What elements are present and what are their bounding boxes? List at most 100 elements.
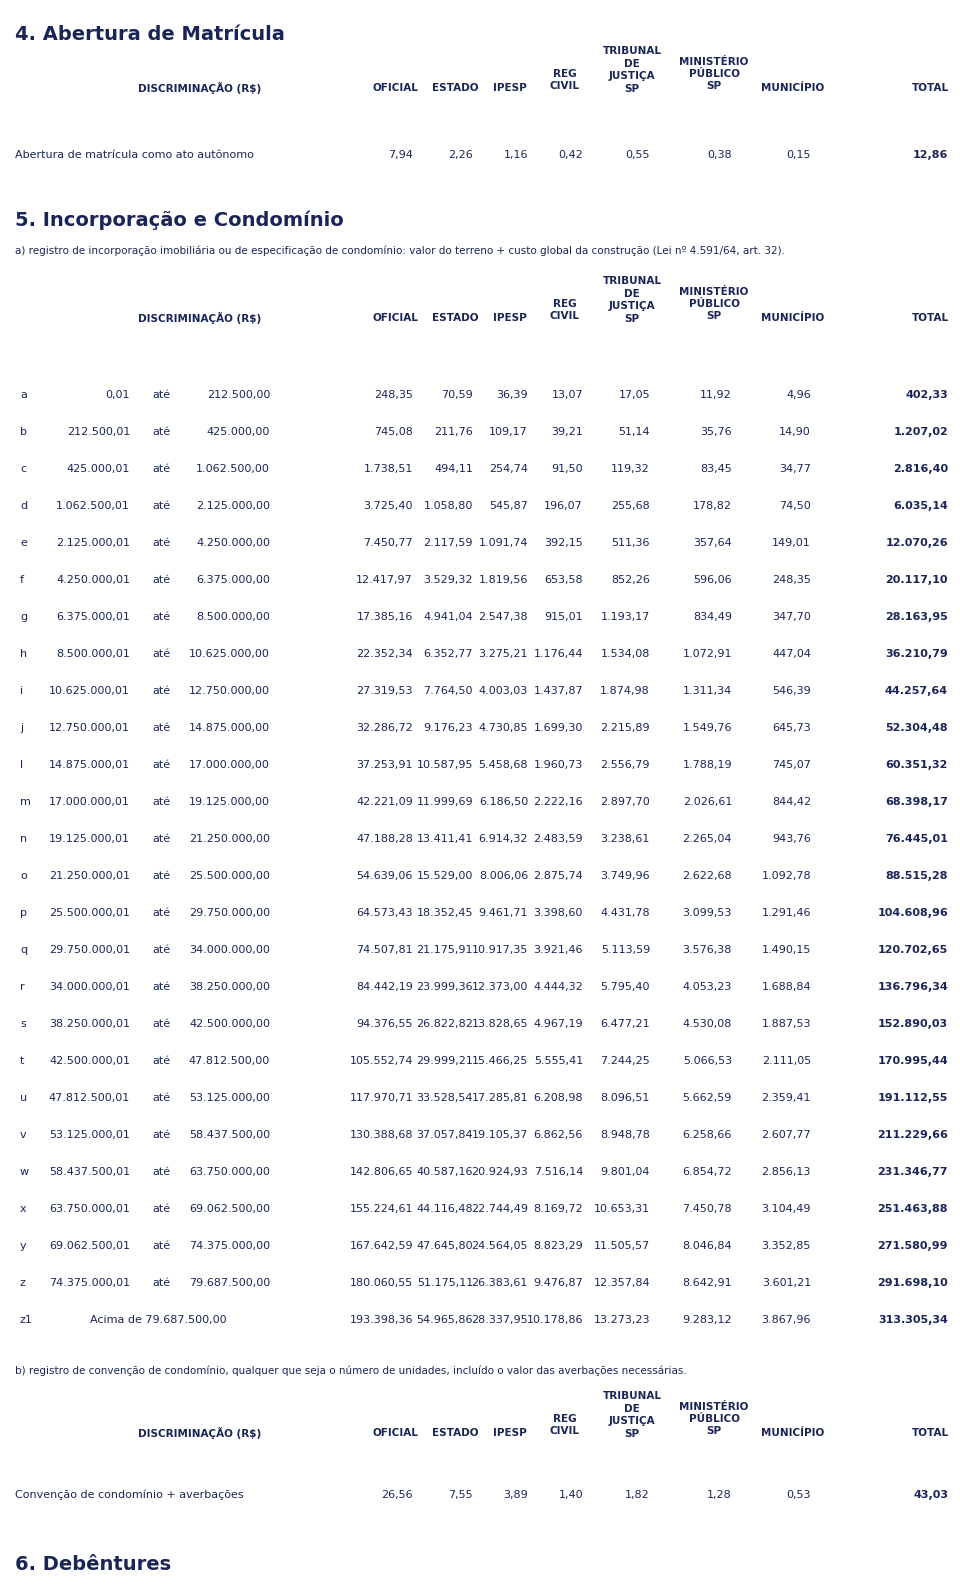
Text: 392,15: 392,15 xyxy=(544,539,583,548)
Text: até: até xyxy=(152,539,170,548)
Text: 3.104,49: 3.104,49 xyxy=(761,1204,811,1214)
Text: 24.564,05: 24.564,05 xyxy=(471,1241,528,1251)
Text: 193.398,36: 193.398,36 xyxy=(349,1316,413,1325)
Text: 29.750.000,01: 29.750.000,01 xyxy=(49,945,130,955)
Text: z1: z1 xyxy=(20,1316,33,1325)
Text: 4.431,78: 4.431,78 xyxy=(600,907,650,918)
Text: 130.388,68: 130.388,68 xyxy=(349,1130,413,1139)
Text: 347,70: 347,70 xyxy=(772,612,811,621)
Text: 25.500.000,01: 25.500.000,01 xyxy=(49,907,130,918)
Text: 83,45: 83,45 xyxy=(700,464,732,474)
Text: 1.058,80: 1.058,80 xyxy=(423,501,473,512)
Text: até: até xyxy=(152,907,170,918)
Text: 248,35: 248,35 xyxy=(374,389,413,400)
Text: 178,82: 178,82 xyxy=(693,501,732,512)
Text: 170.995,44: 170.995,44 xyxy=(877,1057,948,1066)
Text: 3.352,85: 3.352,85 xyxy=(761,1241,811,1251)
Text: 4.444,32: 4.444,32 xyxy=(533,982,583,992)
Text: 42.500.000,01: 42.500.000,01 xyxy=(49,1057,130,1066)
Text: 211,76: 211,76 xyxy=(434,427,473,437)
Text: 1.738,51: 1.738,51 xyxy=(364,464,413,474)
Text: MUNICÍPIO: MUNICÍPIO xyxy=(761,83,825,94)
Text: 1,16: 1,16 xyxy=(503,149,528,160)
Text: 3.749,96: 3.749,96 xyxy=(600,871,650,880)
Text: 32.286,72: 32.286,72 xyxy=(356,723,413,733)
Text: até: até xyxy=(152,1093,170,1103)
Text: 943,76: 943,76 xyxy=(772,834,811,844)
Text: 12.750.000,00: 12.750.000,00 xyxy=(189,686,270,696)
Text: 91,50: 91,50 xyxy=(551,464,583,474)
Text: 120.702,65: 120.702,65 xyxy=(877,945,948,955)
Text: 51,14: 51,14 xyxy=(618,427,650,437)
Text: r: r xyxy=(20,982,25,992)
Text: 1.534,08: 1.534,08 xyxy=(601,648,650,659)
Text: 2.607,77: 2.607,77 xyxy=(761,1130,811,1139)
Text: 34,77: 34,77 xyxy=(780,464,811,474)
Text: 155.224,61: 155.224,61 xyxy=(349,1204,413,1214)
Text: até: até xyxy=(152,945,170,955)
Text: 43,03: 43,03 xyxy=(913,1490,948,1500)
Text: 54.639,06: 54.639,06 xyxy=(356,871,413,880)
Text: 12.417,97: 12.417,97 xyxy=(356,575,413,585)
Text: 10.625.000,00: 10.625.000,00 xyxy=(189,648,270,659)
Text: t: t xyxy=(20,1057,24,1066)
Text: 5.066,53: 5.066,53 xyxy=(683,1057,732,1066)
Text: 17.385,16: 17.385,16 xyxy=(356,612,413,621)
Text: Convenção de condomínio + averbações: Convenção de condomínio + averbações xyxy=(15,1490,244,1500)
Text: 21.175,91: 21.175,91 xyxy=(417,945,473,955)
Text: 37.057,84: 37.057,84 xyxy=(417,1130,473,1139)
Text: 63.750.000,00: 63.750.000,00 xyxy=(189,1166,270,1177)
Text: até: até xyxy=(152,686,170,696)
Text: 79.687.500,00: 79.687.500,00 xyxy=(189,1278,270,1289)
Text: 40.587,16: 40.587,16 xyxy=(417,1166,473,1177)
Text: 19.125.000,01: 19.125.000,01 xyxy=(49,834,130,844)
Text: 58.437.500,00: 58.437.500,00 xyxy=(189,1130,270,1139)
Text: 511,36: 511,36 xyxy=(612,539,650,548)
Text: 9.176,23: 9.176,23 xyxy=(423,723,473,733)
Text: 0,53: 0,53 xyxy=(786,1490,811,1500)
Text: 8.948,78: 8.948,78 xyxy=(600,1130,650,1139)
Text: 7,94: 7,94 xyxy=(388,149,413,160)
Text: 1.490,15: 1.490,15 xyxy=(761,945,811,955)
Text: 425.000,00: 425.000,00 xyxy=(206,427,270,437)
Text: 745,07: 745,07 xyxy=(772,760,811,771)
Text: 3.529,32: 3.529,32 xyxy=(423,575,473,585)
Text: 3.576,38: 3.576,38 xyxy=(683,945,732,955)
Text: 2.117,59: 2.117,59 xyxy=(423,539,473,548)
Text: 8.642,91: 8.642,91 xyxy=(683,1278,732,1289)
Text: 1.699,30: 1.699,30 xyxy=(534,723,583,733)
Text: j: j xyxy=(20,723,23,733)
Text: 3.725,40: 3.725,40 xyxy=(364,501,413,512)
Text: 19.105,37: 19.105,37 xyxy=(471,1130,528,1139)
Text: 180.060,55: 180.060,55 xyxy=(349,1278,413,1289)
Text: 13,07: 13,07 xyxy=(551,389,583,400)
Text: OFICIAL: OFICIAL xyxy=(372,83,418,94)
Text: 22.352,34: 22.352,34 xyxy=(356,648,413,659)
Text: TRIBUNAL
DE
JUSTIÇA
SP: TRIBUNAL DE JUSTIÇA SP xyxy=(603,276,661,324)
Text: 26.822,82: 26.822,82 xyxy=(416,1019,473,1030)
Text: 844,42: 844,42 xyxy=(772,798,811,807)
Text: 8.046,84: 8.046,84 xyxy=(683,1241,732,1251)
Text: DISCRIMINAÇÃO (R$): DISCRIMINAÇÃO (R$) xyxy=(138,83,262,94)
Text: IPESP: IPESP xyxy=(493,313,527,323)
Text: 447,04: 447,04 xyxy=(772,648,811,659)
Text: m: m xyxy=(20,798,31,807)
Text: 20.924,93: 20.924,93 xyxy=(471,1166,528,1177)
Text: 17.285,81: 17.285,81 xyxy=(471,1093,528,1103)
Text: 3,89: 3,89 xyxy=(503,1490,528,1500)
Text: 37.253,91: 37.253,91 xyxy=(356,760,413,771)
Text: 14.875.000,01: 14.875.000,01 xyxy=(49,760,130,771)
Text: n: n xyxy=(20,834,27,844)
Text: até: até xyxy=(152,1278,170,1289)
Text: 64.573,43: 64.573,43 xyxy=(356,907,413,918)
Text: 7.516,14: 7.516,14 xyxy=(534,1166,583,1177)
Text: 33.528,54: 33.528,54 xyxy=(417,1093,473,1103)
Text: 1.176,44: 1.176,44 xyxy=(534,648,583,659)
Text: 7.764,50: 7.764,50 xyxy=(423,686,473,696)
Text: 7.244,25: 7.244,25 xyxy=(600,1057,650,1066)
Text: 44.116,48: 44.116,48 xyxy=(417,1204,473,1214)
Text: 53.125.000,00: 53.125.000,00 xyxy=(189,1093,270,1103)
Text: 11.999,69: 11.999,69 xyxy=(417,798,473,807)
Text: 117.970,71: 117.970,71 xyxy=(349,1093,413,1103)
Text: 357,64: 357,64 xyxy=(693,539,732,548)
